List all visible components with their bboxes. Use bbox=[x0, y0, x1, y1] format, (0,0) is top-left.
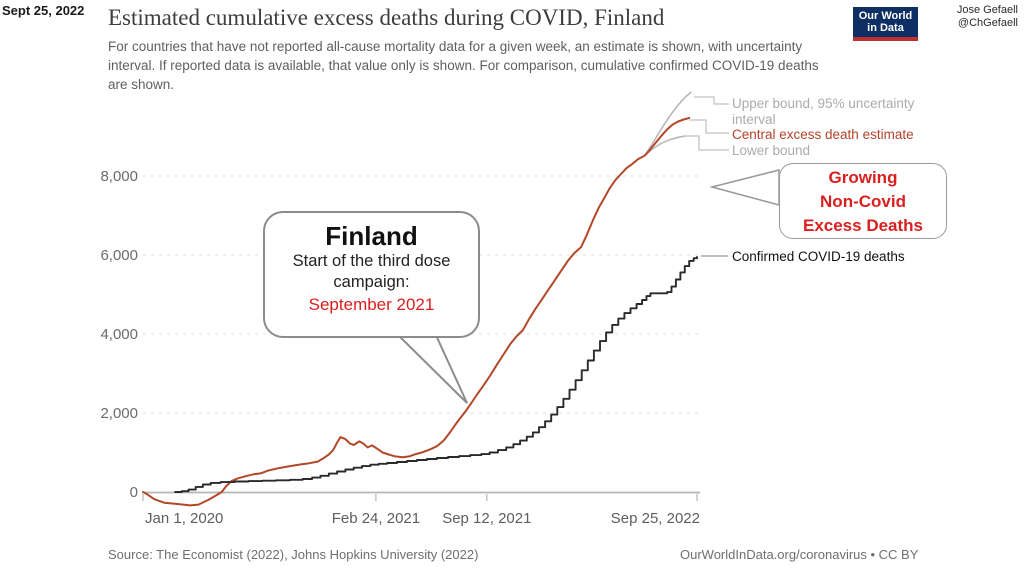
license-note: OurWorldInData.org/coronavirus • CC BY bbox=[680, 547, 919, 562]
owid-logo-stripe bbox=[853, 37, 918, 41]
page-title: Estimated cumulative excess deaths durin… bbox=[108, 5, 665, 30]
y-axis-tick-label: 8,000 bbox=[100, 168, 138, 185]
legend-connector-central bbox=[689, 119, 729, 134]
finland-annotation-line2: campaign: bbox=[333, 273, 410, 291]
y-axis-tick-label: 6,000 bbox=[100, 247, 138, 264]
owid-logo-text: Our World in Data bbox=[853, 7, 918, 37]
y-axis-tick-label: 4,000 bbox=[100, 326, 138, 343]
series-central-excess-death-estimate bbox=[142, 116, 691, 507]
author-handle: @ChGefaell bbox=[957, 17, 1018, 29]
growing-bubble-line3: Excess Deaths bbox=[802, 216, 924, 235]
legend-connector-lower bbox=[683, 135, 729, 151]
y-axis-tick-label: 0 bbox=[130, 484, 138, 501]
growing-bubble-tail bbox=[709, 169, 780, 206]
author-credit: Jose Gefaell @ChGefaell bbox=[957, 4, 1018, 30]
legend-lower-bound-label: Lower bound bbox=[732, 143, 811, 158]
x-axis-tick-label: Feb 24, 2021 bbox=[332, 510, 420, 527]
finland-annotation-highlight: September 2021 bbox=[308, 295, 435, 314]
x-axis-tick-label: Sep 25, 2022 bbox=[611, 510, 700, 527]
y-axis-tick-label: 2,000 bbox=[100, 405, 138, 422]
legend-connector-upper bbox=[694, 96, 729, 105]
source-note: Source: The Economist (2022), Johns Hopk… bbox=[108, 547, 479, 562]
x-axis-tick-label: Sep 12, 2021 bbox=[442, 510, 531, 527]
page-subtitle: For countries that have not reported all… bbox=[108, 39, 819, 93]
series-upper-bound-95-uncertainty-interval bbox=[644, 91, 692, 157]
finland-annotation-line1: Start of the third dose bbox=[292, 252, 451, 270]
legend-confirmed-deaths-label: Confirmed COVID-19 deaths bbox=[732, 249, 905, 264]
series-lower-bound bbox=[644, 135, 687, 157]
author-name: Jose Gefaell bbox=[956, 4, 1018, 16]
finland-annotation-bubble: Finland Start of the third dose campaign… bbox=[263, 211, 480, 338]
growing-bubble-line2: Non-Covid bbox=[820, 192, 906, 211]
x-axis-tick-label: Jan 1, 2020 bbox=[145, 510, 223, 527]
owid-logo: Our World in Data bbox=[853, 7, 918, 41]
series-confirmed-covid-19-deaths bbox=[174, 256, 698, 493]
owid-logo-line2: in Data bbox=[867, 22, 904, 34]
finland-annotation-title: Finland bbox=[325, 221, 418, 251]
growing-bubble-line1: Growing bbox=[828, 168, 898, 187]
growing-excess-deaths-bubble: Growing Non-Covid Excess Deaths bbox=[779, 163, 947, 239]
finland-bubble-tail bbox=[393, 332, 468, 404]
legend-central-estimate-label: Central excess death estimate bbox=[732, 127, 914, 142]
owid-logo-line1: Our World bbox=[858, 9, 913, 22]
slide-date: Sept 25, 2022 bbox=[2, 3, 85, 18]
legend-upper-bound-label: Upper bound, 95% uncertainty interval bbox=[732, 96, 915, 127]
